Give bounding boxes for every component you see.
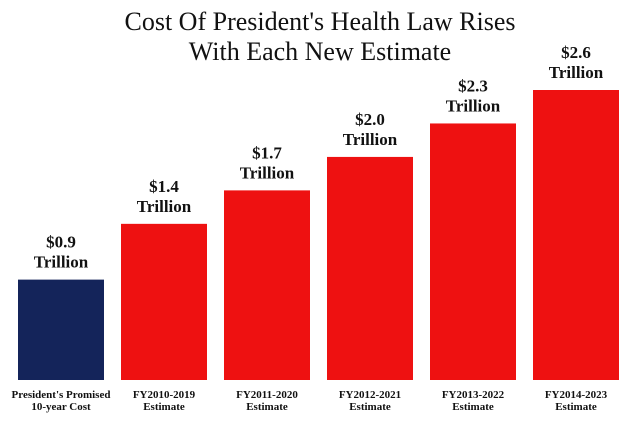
value-label: $2.0 Trillion bbox=[343, 110, 398, 149]
value-label: $1.4 Trillion bbox=[137, 177, 192, 216]
x-tick-label: FY2013-2022 Estimate bbox=[442, 389, 505, 413]
x-tick-label: FY2011-2020 Estimate bbox=[236, 389, 298, 413]
bar bbox=[18, 279, 104, 380]
value-label: $0.9 Trillion bbox=[34, 233, 89, 272]
chart-title: Cost Of President's Health Law Rises With… bbox=[124, 7, 515, 66]
bar bbox=[533, 90, 619, 380]
value-label: $2.3 Trillion bbox=[446, 76, 501, 115]
x-tick-label: FY2012-2021 Estimate bbox=[339, 389, 401, 413]
bar bbox=[224, 190, 310, 380]
bar bbox=[430, 123, 516, 380]
value-label: $2.6 Trillion bbox=[549, 43, 604, 82]
x-tick-label: President's Promised 10-year Cost bbox=[12, 389, 111, 413]
bar bbox=[121, 223, 207, 380]
value-label: $1.7 Trillion bbox=[240, 143, 295, 182]
bar bbox=[327, 156, 413, 380]
x-tick-label: FY2014-2023 Estimate bbox=[545, 389, 608, 413]
x-tick-label: FY2010-2019 Estimate bbox=[133, 389, 196, 413]
